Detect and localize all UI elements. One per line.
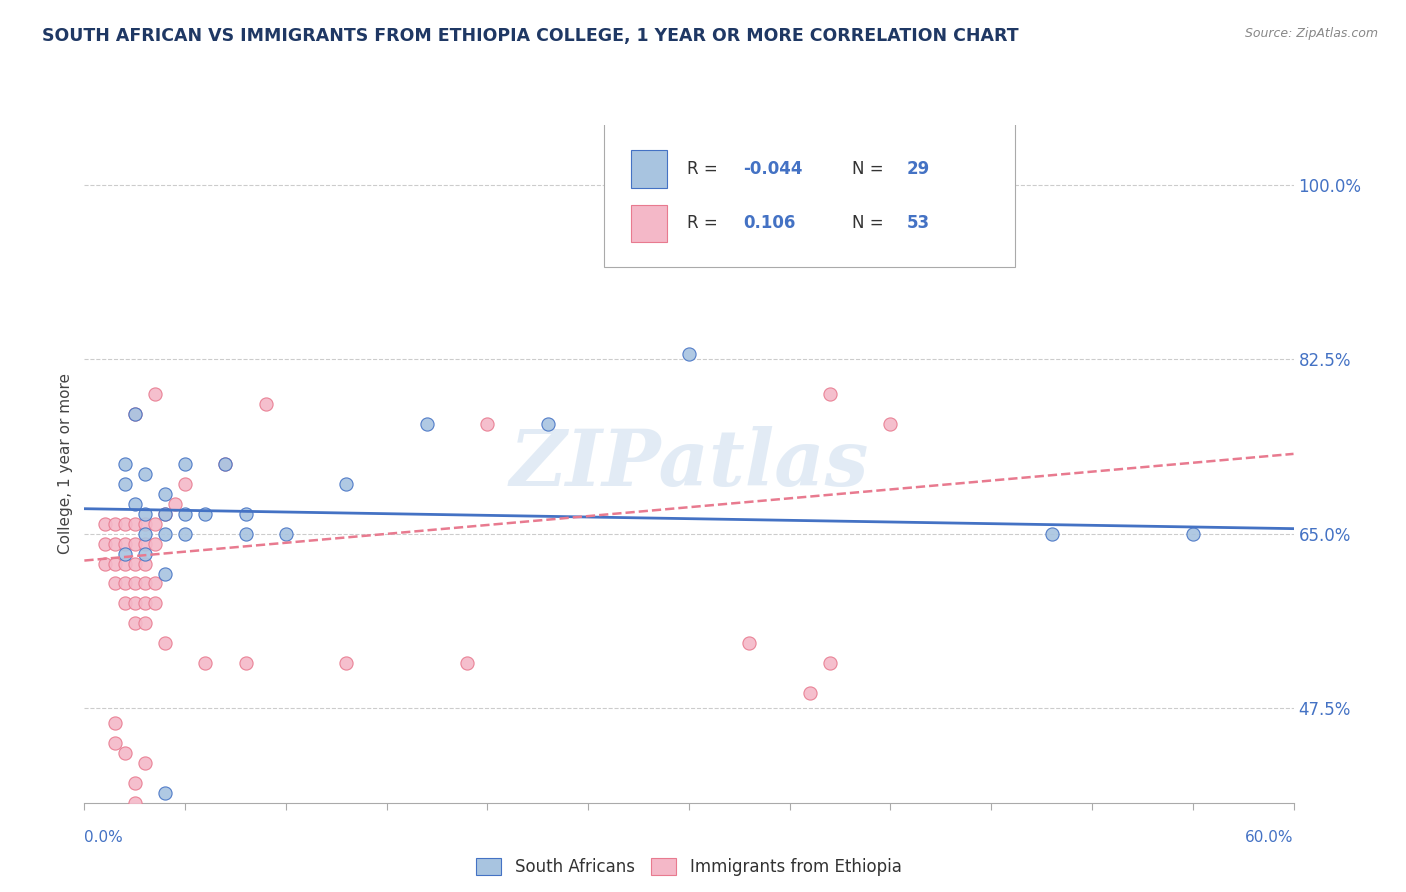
Point: [124, 407, 146, 421]
Point: [134, 557, 156, 571]
Point: [335, 476, 357, 491]
Y-axis label: College, 1 year or more: College, 1 year or more: [58, 374, 73, 554]
Point: [93, 536, 115, 550]
Point: [93, 516, 115, 531]
Point: [143, 387, 166, 401]
Point: [153, 636, 176, 650]
Point: [738, 636, 761, 650]
Point: [153, 487, 176, 501]
Point: [214, 457, 236, 471]
Point: [134, 526, 156, 541]
Point: [114, 457, 136, 471]
Point: [235, 657, 257, 671]
Text: ZIPatlas: ZIPatlas: [509, 425, 869, 502]
Point: [1040, 526, 1063, 541]
Point: [274, 526, 297, 541]
Point: [477, 417, 499, 431]
Point: [114, 557, 136, 571]
Point: [194, 507, 217, 521]
Text: 60.0%: 60.0%: [1246, 830, 1294, 845]
Text: R =: R =: [686, 160, 723, 178]
Point: [174, 526, 197, 541]
Point: [93, 557, 115, 571]
Point: [678, 347, 700, 361]
Point: [114, 547, 136, 561]
Point: [104, 516, 127, 531]
Point: [134, 576, 156, 591]
Point: [104, 536, 127, 550]
Point: [163, 497, 186, 511]
Point: [153, 507, 176, 521]
Point: [416, 417, 439, 431]
Point: [143, 516, 166, 531]
Text: 53: 53: [907, 214, 929, 232]
Point: [799, 686, 821, 700]
Point: [104, 736, 127, 750]
Point: [174, 507, 197, 521]
Point: [143, 596, 166, 610]
Point: [1181, 526, 1204, 541]
Text: SOUTH AFRICAN VS IMMIGRANTS FROM ETHIOPIA COLLEGE, 1 YEAR OR MORE CORRELATION CH: SOUTH AFRICAN VS IMMIGRANTS FROM ETHIOPI…: [42, 27, 1019, 45]
Point: [124, 796, 146, 810]
Text: 0.0%: 0.0%: [84, 830, 124, 845]
Point: [104, 716, 127, 731]
Point: [124, 596, 146, 610]
Point: [153, 786, 176, 800]
Point: [134, 616, 156, 631]
Point: [143, 576, 166, 591]
Point: [134, 756, 156, 770]
Point: [124, 407, 146, 421]
Point: [254, 397, 277, 411]
Point: [818, 208, 841, 222]
FancyBboxPatch shape: [631, 150, 668, 187]
Point: [104, 557, 127, 571]
Point: [134, 516, 156, 531]
Point: [456, 657, 478, 671]
Point: [174, 457, 197, 471]
Point: [124, 776, 146, 790]
FancyBboxPatch shape: [631, 204, 668, 242]
Point: [124, 516, 146, 531]
Point: [124, 497, 146, 511]
Point: [114, 746, 136, 760]
Point: [104, 576, 127, 591]
Text: N =: N =: [852, 160, 889, 178]
Point: [143, 536, 166, 550]
Point: [124, 616, 146, 631]
Point: [879, 417, 901, 431]
Text: 29: 29: [907, 160, 929, 178]
Point: [114, 476, 136, 491]
Point: [134, 596, 156, 610]
Point: [114, 536, 136, 550]
Point: [194, 657, 217, 671]
Point: [335, 657, 357, 671]
Point: [114, 596, 136, 610]
Point: [153, 566, 176, 581]
Point: [124, 576, 146, 591]
Point: [537, 417, 560, 431]
Legend: South Africans, Immigrants from Ethiopia: South Africans, Immigrants from Ethiopia: [470, 851, 908, 882]
Text: R =: R =: [686, 214, 723, 232]
Point: [214, 457, 236, 471]
Point: [818, 657, 841, 671]
Point: [235, 526, 257, 541]
Point: [235, 507, 257, 521]
Point: [134, 467, 156, 481]
Point: [134, 507, 156, 521]
Point: [153, 526, 176, 541]
Point: [124, 536, 146, 550]
Text: N =: N =: [852, 214, 889, 232]
Point: [818, 387, 841, 401]
Point: [114, 576, 136, 591]
Point: [134, 536, 156, 550]
FancyBboxPatch shape: [605, 121, 1015, 268]
Point: [153, 507, 176, 521]
Point: [134, 547, 156, 561]
Text: 0.106: 0.106: [744, 214, 796, 232]
Text: Source: ZipAtlas.com: Source: ZipAtlas.com: [1244, 27, 1378, 40]
Point: [174, 476, 197, 491]
Point: [124, 557, 146, 571]
Text: -0.044: -0.044: [744, 160, 803, 178]
Point: [114, 516, 136, 531]
